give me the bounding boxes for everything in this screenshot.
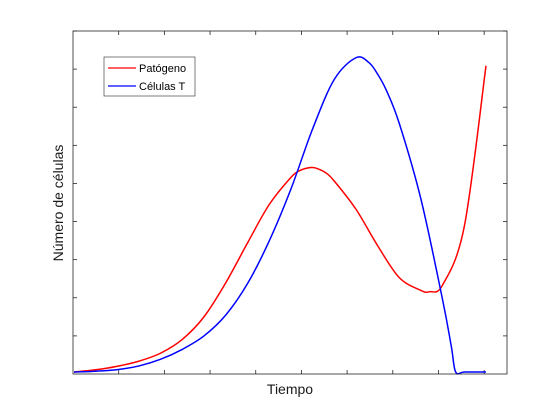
legend: Patógeno Células T [103, 56, 196, 97]
plot-frame [72, 30, 508, 375]
legend-label-celulas-t: Células T [139, 81, 186, 93]
axis-ticks [73, 30, 507, 374]
legend-label-patogeno: Patógeno [139, 63, 186, 75]
series-line-celulas-t [73, 56, 486, 375]
series-lines [73, 56, 487, 375]
series-line-patogeno [73, 65, 487, 373]
legend-box [103, 56, 196, 97]
x-axis-label: Tiempo [267, 381, 313, 397]
y-axis-label: Número de células [50, 145, 66, 262]
